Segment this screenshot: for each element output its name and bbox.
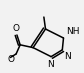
- Text: O: O: [7, 55, 15, 64]
- Text: NH: NH: [66, 27, 79, 36]
- Text: N: N: [47, 60, 54, 69]
- Text: O: O: [12, 24, 19, 33]
- Text: N: N: [64, 52, 71, 61]
